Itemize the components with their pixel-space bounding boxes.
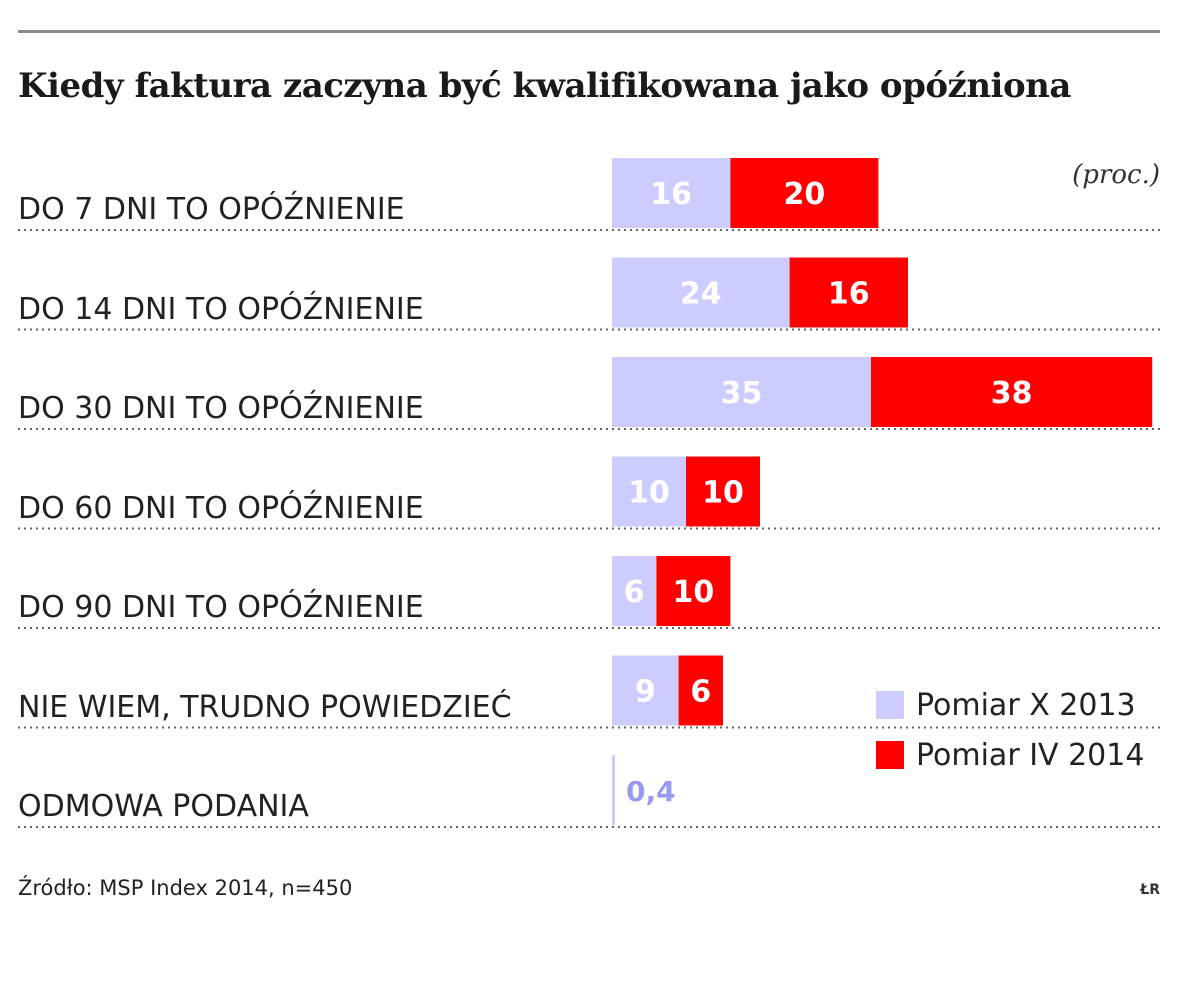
data-label-2013: 6 (624, 575, 645, 610)
bar-2013 (612, 655, 679, 726)
bar-2014 (656, 556, 731, 626)
data-label-2013: 0,4 (626, 775, 676, 808)
bar-2014 (730, 158, 879, 228)
legend-label-2014: Pomiar IV 2014 (916, 737, 1145, 773)
data-label-2013: 24 (680, 277, 722, 312)
category-label: DO 60 DNI TO OPÓŹNIENIE (18, 490, 430, 526)
bar-2014 (789, 257, 908, 328)
category-label: DO 7 DNI TO OPÓŹNIENIE (18, 192, 411, 227)
category-label: DO 90 DNI TO OPÓŹNIENIE (18, 590, 430, 625)
category-label: ODMOWA PODANIA (18, 789, 315, 824)
bar-2013 (612, 556, 657, 626)
data-label-2013: 35 (721, 376, 763, 411)
legend: Pomiar X 2013 Pomiar IV 2014 (876, 680, 1144, 780)
bar-2014 (686, 456, 760, 527)
legend-swatch-2014 (876, 741, 904, 769)
data-label-2013: 9 (635, 675, 656, 710)
data-label-2014: 16 (828, 277, 870, 312)
bar-2013 (612, 456, 686, 527)
data-label-2014: 38 (991, 376, 1033, 411)
bar-2014 (678, 655, 723, 726)
legend-label-2013: Pomiar X 2013 (916, 687, 1136, 723)
data-label-2013: 16 (650, 177, 692, 212)
data-label-2014: 20 (784, 177, 826, 212)
bar-2013 (612, 357, 871, 427)
category-label: DO 14 DNI TO OPÓŹNIENIE (18, 291, 430, 327)
source-note: Źródło: MSP Index 2014, n=450 (18, 876, 353, 900)
bar-2013 (612, 755, 615, 825)
unit-label: (proc.) (1072, 160, 1160, 190)
legend-item-2013: Pomiar X 2013 (876, 680, 1144, 730)
data-label-2014: 6 (690, 675, 711, 710)
data-label-2014: 10 (702, 476, 744, 511)
publisher-logo: ŁR (1140, 882, 1160, 898)
chart-title: Kiedy faktura zaczyna być kwalifikowana … (18, 66, 1071, 106)
data-label-2013: 10 (628, 476, 670, 511)
bar-2014 (871, 357, 1153, 427)
legend-item-2014: Pomiar IV 2014 (876, 730, 1144, 780)
category-label: DO 30 DNI TO OPÓŹNIENIE (18, 391, 430, 426)
bar-2013 (612, 158, 731, 228)
legend-swatch-2013 (876, 691, 904, 719)
top-rule (18, 30, 1160, 33)
data-label-2014: 10 (673, 575, 715, 610)
category-label: NIE WIEM, TRUDNO POWIEDZIEĆ (18, 689, 518, 725)
bar-2013 (612, 257, 790, 328)
